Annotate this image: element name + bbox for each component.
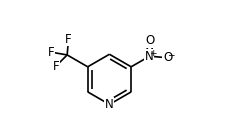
Text: F: F [48, 46, 55, 59]
Text: O: O [146, 34, 155, 47]
Text: F: F [65, 33, 72, 46]
Text: O: O [163, 51, 172, 64]
Text: N: N [105, 98, 114, 111]
Text: N: N [145, 50, 154, 63]
Text: −: − [167, 51, 175, 60]
Text: F: F [53, 60, 59, 73]
Text: +: + [149, 49, 156, 58]
